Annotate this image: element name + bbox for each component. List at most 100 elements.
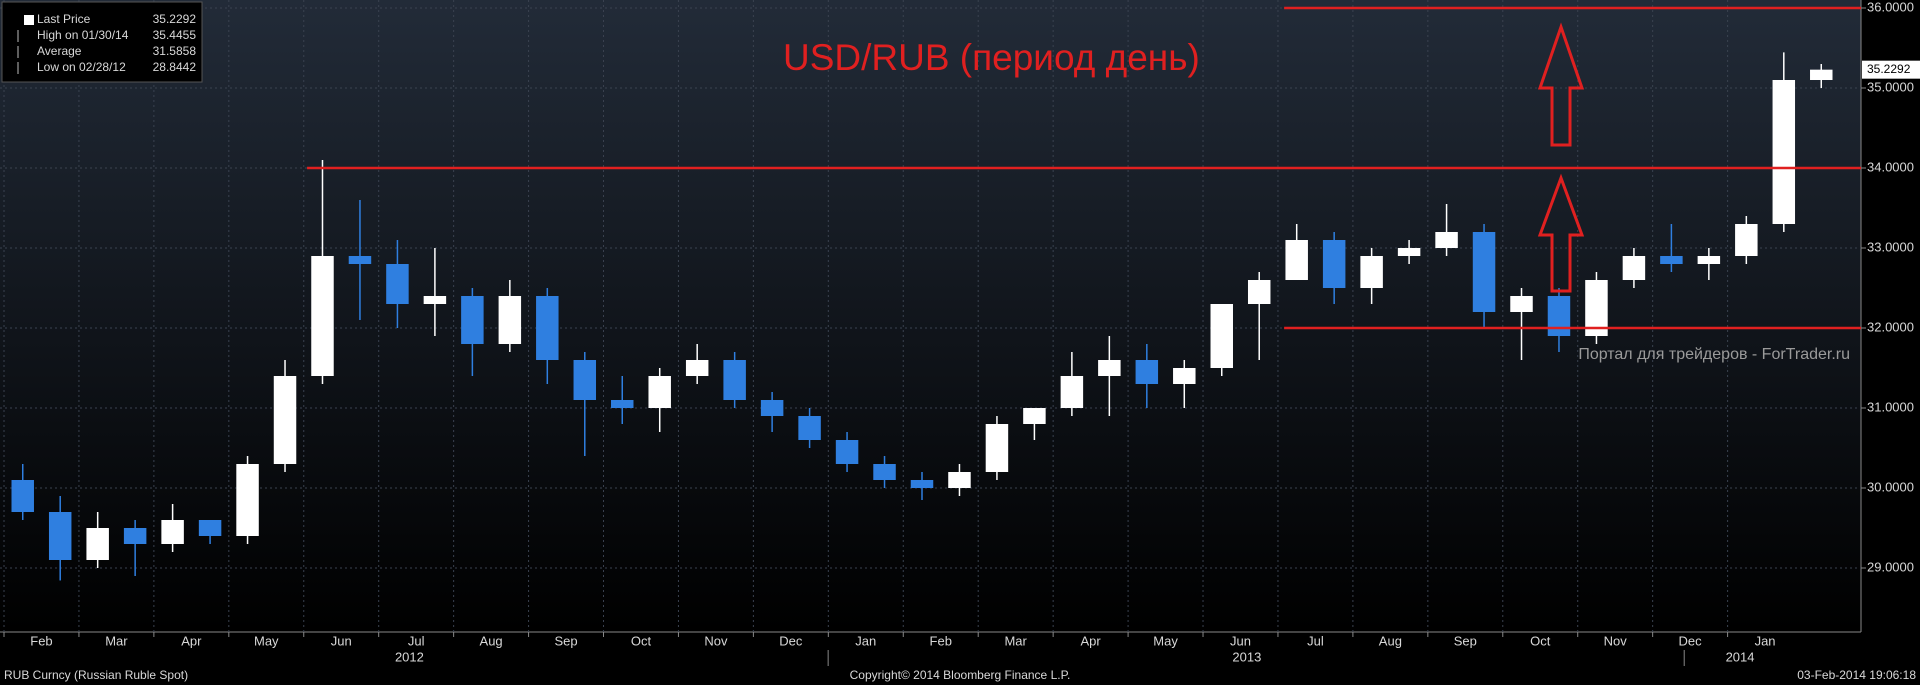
legend-value: 31.5858: [153, 44, 197, 58]
year-label: 2012: [395, 649, 424, 664]
candle-body: [723, 360, 746, 400]
x-tick-label: Apr: [1080, 633, 1101, 648]
candle-body: [1098, 360, 1121, 376]
candle-body: [86, 528, 109, 560]
x-tick-label: Jun: [1230, 633, 1251, 648]
candle-body: [798, 416, 821, 440]
x-tick-label: May: [1153, 633, 1178, 648]
candle-body: [1660, 256, 1683, 264]
legend-swatch: [24, 15, 34, 25]
y-tick-label: 29.0000: [1867, 559, 1914, 574]
legend-value: 28.8442: [153, 60, 197, 74]
candle-body: [1772, 80, 1796, 224]
x-tick-label: Jan: [855, 633, 876, 648]
x-tick-label: Sep: [554, 633, 577, 648]
candle-body: [1360, 256, 1383, 288]
candle-body: [648, 376, 671, 408]
candle-body: [1810, 69, 1833, 80]
grid: [0, 0, 1861, 632]
x-tick-label: Mar: [105, 633, 128, 648]
candle-body: [1397, 248, 1421, 256]
candle-body: [573, 360, 597, 400]
candle-body: [1472, 232, 1496, 312]
candle-body: [198, 520, 222, 536]
candle-body: [1697, 256, 1721, 264]
candle-body: [348, 256, 372, 264]
candle-body: [11, 480, 34, 512]
x-tick-label: Jun: [331, 633, 352, 648]
y-tick-label: 34.0000: [1867, 159, 1914, 174]
footer-right: 03-Feb-2014 19:06:18: [1797, 668, 1916, 682]
x-tick-label: Oct: [1530, 633, 1551, 648]
candle-body: [236, 464, 259, 536]
candle-body: [536, 296, 559, 360]
legend-box: [1, 1, 203, 83]
candle-body: [1247, 280, 1271, 304]
candle-body: [48, 512, 72, 560]
candle-body: [1060, 376, 1084, 408]
candle-body: [161, 520, 184, 544]
x-tick-label: Oct: [631, 633, 652, 648]
arrow: [1537, 173, 1585, 293]
legend-value: 35.2292: [153, 12, 197, 26]
x-tick-label: Sep: [1454, 633, 1477, 648]
y-tick-label: 32.0000: [1867, 319, 1914, 334]
footer-center: Copyright© 2014 Bloomberg Finance L.P.: [850, 668, 1071, 682]
x-tick-label: Mar: [1004, 633, 1027, 648]
x-tick-label: Dec: [779, 633, 803, 648]
candle-body: [498, 296, 522, 344]
plot-background: [0, 0, 1861, 632]
legend-value: 35.4455: [153, 28, 197, 42]
x-tick-label: Nov: [1604, 633, 1628, 648]
candle-body: [948, 472, 971, 488]
candle-body: [1510, 296, 1533, 312]
x-tick-label: Apr: [181, 633, 202, 648]
year-label: 2013: [1232, 649, 1261, 664]
footer-left: RUB Curncy (Russian Ruble Spot): [4, 668, 188, 682]
candle-body: [1135, 360, 1159, 384]
candle-body: [1585, 280, 1608, 336]
candle-body: [1622, 256, 1646, 280]
legend-label: Last Price: [37, 12, 91, 26]
y-tick-label: 31.0000: [1867, 399, 1914, 414]
x-tick-label: Feb: [930, 633, 952, 648]
candle-body: [1023, 408, 1046, 424]
candle-body: [311, 256, 334, 376]
watermark: Портал для трейдеров - ForTrader.ru: [1578, 346, 1850, 363]
legend: Last Price 35.2292 High on 01/30/14 35.4455…: [1, 1, 203, 83]
candle-body: [1322, 240, 1346, 288]
x-tick-label: Aug: [480, 633, 503, 648]
x-tick-label: Nov: [704, 633, 728, 648]
x-tick-label: Jul: [1307, 633, 1324, 648]
x-tick-label: Dec: [1679, 633, 1703, 648]
x-tick-label: May: [254, 633, 279, 648]
candle-body: [1735, 224, 1758, 256]
arrow: [1537, 22, 1585, 147]
y-tick-label: 33.0000: [1867, 239, 1914, 254]
x-tick-label: Jul: [408, 633, 425, 648]
candle-body: [1547, 296, 1571, 336]
candle-body: [760, 400, 784, 416]
candle-body: [835, 440, 859, 464]
legend-label: Average: [37, 44, 82, 58]
legend-label: High on 01/30/14: [37, 28, 129, 42]
y-tick-label: 36.0000: [1867, 0, 1914, 14]
y-tick-label: 30.0000: [1867, 479, 1914, 494]
candle-body: [386, 264, 409, 304]
x-tick-label: Feb: [30, 633, 52, 648]
candle-body: [985, 424, 1009, 472]
footer: RUB Curncy (Russian Ruble Spot) Copyrigh…: [4, 668, 1916, 682]
candle-body: [910, 480, 934, 488]
candle-body: [1210, 304, 1233, 368]
last-price-tag: [1862, 60, 1920, 79]
candle-body: [685, 360, 709, 376]
candle-body: [461, 296, 484, 344]
x-tick-label: Jan: [1755, 633, 1776, 648]
y-tick-label: 35.0000: [1867, 79, 1914, 94]
x-tick-label: Aug: [1379, 633, 1402, 648]
candle-body: [273, 376, 297, 464]
candle-body: [123, 528, 147, 544]
candle-body: [1435, 232, 1458, 248]
